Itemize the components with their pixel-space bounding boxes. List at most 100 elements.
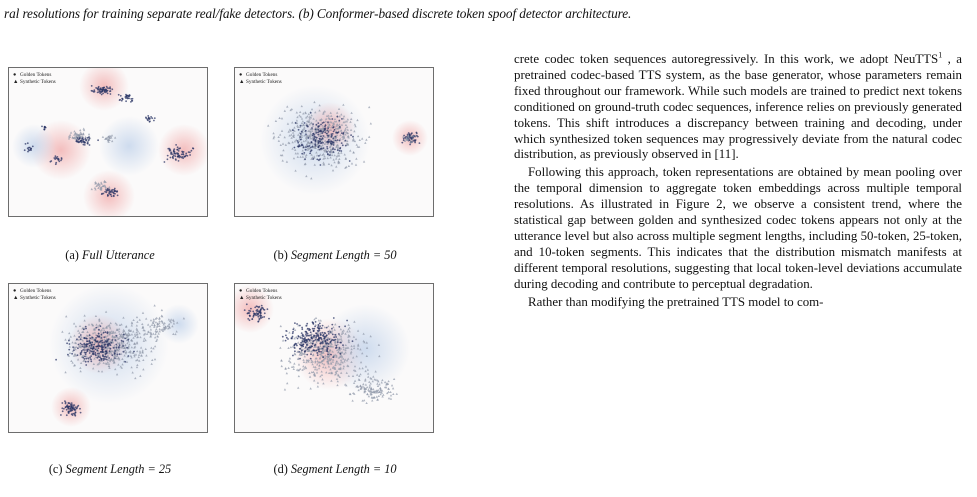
golden-token-point — [168, 149, 171, 152]
golden-token-point — [81, 345, 84, 348]
golden-token-point — [326, 350, 329, 353]
synthetic-token-point — [307, 141, 310, 144]
golden-token-point — [71, 414, 74, 416]
golden-token-point — [292, 129, 294, 132]
synthetic-token-point — [301, 155, 305, 158]
synthetic-token-point — [364, 369, 367, 373]
golden-token-point — [301, 326, 303, 329]
synthetic-token-point — [122, 341, 125, 344]
synthetic-token-point — [289, 129, 292, 132]
synthetic-token-point — [82, 128, 86, 132]
golden-token-point — [257, 320, 260, 323]
synthetic-token-point — [339, 366, 342, 369]
golden-token-point — [308, 339, 311, 342]
synthetic-token-point — [362, 160, 366, 163]
golden-token-point — [325, 326, 328, 329]
synthetic-token-point — [351, 399, 354, 402]
synthetic-token-point — [296, 124, 299, 127]
golden-token-point — [311, 145, 314, 148]
synthetic-token-point — [135, 342, 139, 345]
synthetic-token-point — [100, 186, 103, 189]
synthetic-token-point — [343, 153, 346, 156]
golden-token-point — [96, 356, 99, 359]
synthetic-token-point — [115, 344, 119, 347]
synthetic-token-point — [319, 375, 322, 378]
golden-token-point — [84, 355, 86, 358]
scatter-plot — [235, 285, 410, 405]
synthetic-token-point — [375, 391, 378, 394]
synthetic-token-point — [272, 132, 275, 135]
legend: ● Golden Tokens ▲ Synthetic Tokens — [13, 288, 56, 302]
synthetic-token-point — [405, 138, 408, 141]
synthetic-token-point — [279, 346, 282, 349]
synthetic-token-point — [101, 135, 105, 138]
synthetic-token-point — [321, 124, 324, 127]
golden-token-point — [317, 122, 320, 124]
golden-token-point — [79, 338, 82, 341]
synthetic-token-point — [119, 345, 123, 349]
golden-token-point — [106, 332, 109, 335]
blue-density-glow — [320, 304, 410, 394]
golden-token-point — [109, 190, 111, 193]
subcaption-c: (c) Segment Length = 25 — [0, 462, 220, 477]
synthetic-token-point — [322, 112, 325, 115]
synthetic-token-point — [310, 121, 313, 124]
golden-token-point — [179, 155, 182, 158]
synthetic-token-point — [297, 139, 301, 142]
synthetic-token-point — [300, 121, 304, 125]
synthetic-token-point — [330, 153, 334, 157]
synthetic-token-point — [171, 324, 174, 328]
golden-token-point — [312, 340, 315, 343]
synthetic-token-point — [322, 358, 325, 361]
golden-token-point — [108, 188, 111, 191]
synthetic-token-point — [70, 359, 73, 362]
golden-token-point — [79, 411, 82, 414]
golden-token-point — [96, 87, 99, 90]
synthetic-token-point — [142, 368, 145, 371]
golden-token-point — [121, 98, 124, 100]
synthetic-token-point — [386, 391, 389, 395]
synthetic-token-point — [348, 326, 351, 329]
golden-token-point — [189, 151, 191, 154]
synthetic-token-point — [376, 388, 380, 392]
synthetic-token-point — [108, 352, 111, 355]
synthetic-token-point — [161, 315, 164, 318]
synthetic-token-point — [128, 350, 131, 353]
golden-token-point — [320, 130, 323, 133]
synthetic-token-point — [79, 361, 83, 364]
synthetic-token-point — [337, 107, 341, 110]
golden-token-point — [185, 154, 188, 157]
golden-token-point — [83, 358, 86, 360]
synthetic-token-point — [73, 130, 76, 133]
golden-token-point — [99, 356, 101, 359]
golden-token-point — [330, 353, 332, 356]
golden-token-point — [127, 338, 130, 341]
golden-token-point — [327, 333, 330, 335]
synthetic-token-point — [338, 363, 341, 366]
synthetic-token-point — [158, 330, 161, 333]
golden-token-point — [73, 412, 76, 415]
synthetic-token-point — [374, 378, 378, 381]
golden-token-point — [336, 139, 339, 141]
synthetic-token-point — [122, 316, 125, 319]
synthetic-token-point — [326, 122, 330, 125]
synthetic-token-point — [361, 366, 364, 370]
golden-token-point — [294, 350, 296, 353]
synthetic-token-point — [344, 351, 347, 354]
synthetic-token-point — [378, 354, 381, 358]
synthetic-token-point — [121, 346, 124, 349]
golden-token-point — [248, 314, 251, 317]
synthetic-token-point — [315, 119, 318, 122]
synthetic-token-point — [409, 141, 412, 144]
synthetic-token-point — [329, 361, 333, 364]
golden-token-point — [106, 339, 109, 342]
golden-token-point — [326, 134, 329, 137]
synthetic-token-point — [373, 378, 376, 381]
golden-token-point — [153, 117, 156, 119]
golden-token-point — [331, 140, 334, 143]
synthetic-token-point — [90, 322, 94, 326]
synthetic-token-point — [301, 352, 305, 355]
synthetic-token-point — [155, 316, 158, 319]
synthetic-token-point — [318, 109, 321, 112]
synthetic-token-point — [342, 115, 346, 118]
